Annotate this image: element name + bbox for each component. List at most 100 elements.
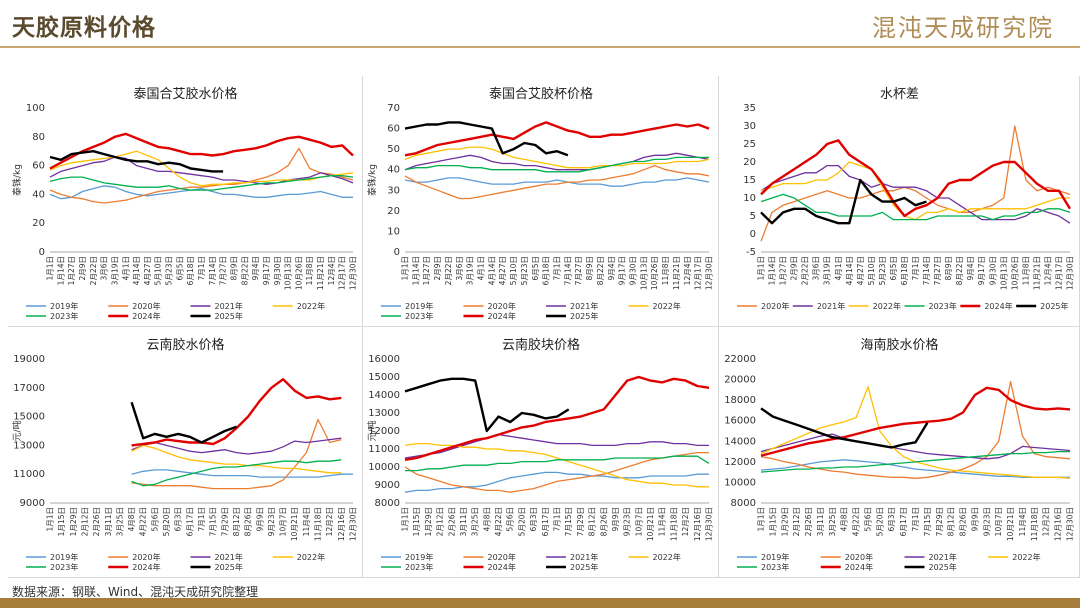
x-tick-label: 8月9日 (944, 256, 953, 281)
y-tick-label: 8000 (375, 498, 400, 509)
x-tick-label: 5月23日 (878, 256, 887, 285)
x-tick-label: 10月21日 (290, 507, 299, 541)
data-source-note: 数据来源：钢联、Wind、混沌天成研究院整理 (12, 585, 259, 599)
x-tick-label: 4月22日 (139, 507, 148, 536)
y-tick-label: 60 (32, 161, 45, 172)
x-tick-label: 6月5日 (175, 256, 184, 281)
legend-label: 2022年 (653, 552, 681, 562)
x-tick-label: 8月26日 (959, 507, 968, 536)
x-tick-label: 5月23日 (520, 256, 529, 285)
series-line (404, 146, 710, 169)
x-tick-label: 7月1日 (911, 507, 920, 532)
x-tick-label: 10月26日 (294, 256, 303, 290)
x-tick-label: 4月14日 (845, 256, 854, 285)
x-tick-label: 8月12日 (232, 507, 241, 536)
x-tick-label: 5月6日 (863, 507, 872, 532)
x-tick-label: 1月1日 (46, 507, 55, 532)
x-tick-label: 7月14日 (208, 256, 217, 285)
x-tick-label: 7月14日 (563, 256, 572, 285)
x-tick-label: 10月13日 (999, 256, 1008, 290)
x-tick-label: 9月4日 (966, 256, 975, 281)
series-line (404, 471, 709, 493)
x-tick-label: 4月14日 (487, 256, 496, 285)
x-tick-label: 8月22日 (596, 256, 605, 285)
x-tick-label: 2月26日 (92, 507, 101, 536)
y-tick-label: 0 (39, 247, 45, 258)
x-tick-label: 2月12日 (436, 507, 445, 536)
x-tick-label: 8月12日 (947, 507, 956, 536)
x-tick-label: 4月8日 (127, 507, 136, 532)
series-line (49, 147, 354, 204)
x-tick-label: 7月15日 (209, 507, 218, 536)
legend-label: 2020年 (488, 552, 516, 562)
series-line (404, 152, 710, 171)
series-line (131, 459, 342, 487)
page-title: 天胶原料价格 (12, 14, 156, 41)
x-tick-label: 6月17日 (899, 507, 908, 536)
x-tick-label: 2月12日 (80, 507, 89, 536)
y-axis-label: 泰铢/kg (11, 164, 23, 196)
x-tick-label: 9月17日 (977, 256, 986, 285)
x-tick-label: 8月9日 (229, 256, 238, 281)
x-tick-label: 10月21日 (1006, 507, 1015, 541)
x-tick-label: 1月29日 (424, 507, 433, 536)
chart-panel-3: 水杯差 -5 0 5 10 15 20 25 30 35 1月1日 1月14日 1月27日 2月9日 2月2… (719, 76, 1080, 327)
x-tick-label: 10月21日 (646, 507, 655, 541)
x-tick-label: 6月3日 (529, 507, 538, 532)
y-tick-label: 17000 (13, 383, 45, 394)
series-line (131, 437, 342, 455)
x-tick-label: 1月1日 (46, 256, 55, 281)
x-tick-label: 12月30日 (349, 507, 358, 541)
x-tick-label: 6月5日 (889, 256, 898, 281)
x-tick-label: 9月9日 (255, 507, 264, 532)
y-tick-label: 0 (394, 247, 400, 258)
x-tick-label: 3月19日 (823, 256, 832, 285)
chart-panel-4: 云南胶水价格 元/吨 9000 11000 13000 15000 17000 19000 1月… (8, 327, 363, 578)
x-tick-label: 10月13日 (639, 256, 648, 290)
series-line (760, 407, 929, 449)
legend-label: 2020年 (845, 552, 873, 562)
x-tick-label: 9月9日 (970, 507, 979, 532)
x-tick-label: 1月1日 (757, 507, 766, 532)
x-tick-label: 9月4日 (607, 256, 616, 281)
x-tick-label: 1月29日 (780, 507, 789, 536)
y-tick-label: 12000 (368, 426, 400, 437)
x-tick-label: 8月22日 (240, 256, 249, 285)
x-tick-label: 12月30日 (705, 256, 714, 290)
y-tick-label: 10000 (368, 462, 400, 473)
x-tick-label: 1月27日 (779, 256, 788, 285)
legend-label: 2020年 (488, 301, 516, 311)
y-tick-label: 20000 (724, 375, 756, 386)
x-tick-label: 7月15日 (923, 507, 932, 536)
x-tick-label: 7月1日 (553, 256, 562, 281)
x-tick-label: 11月8日 (305, 256, 314, 285)
legend-label: 2022年 (297, 301, 325, 311)
x-tick-label: 7月27日 (933, 256, 942, 285)
y-tick-label: 30 (387, 185, 400, 196)
x-tick-label: 4月14日 (132, 256, 141, 285)
y-tick-label: 11000 (13, 469, 45, 480)
x-tick-label: 9月30日 (629, 256, 638, 285)
x-tick-label: 11月18日 (669, 507, 678, 541)
series-line (760, 459, 1070, 478)
legend-label: 2022年 (1012, 552, 1040, 562)
x-tick-label: 8月12日 (588, 507, 597, 536)
x-tick-label: 4月1日 (834, 256, 843, 281)
series-line (49, 150, 224, 173)
x-tick-label: 4月1日 (477, 256, 486, 281)
x-tick-label: 1月14日 (768, 256, 777, 285)
legend-label: 2022年 (873, 301, 901, 311)
x-tick-label: 1月14日 (56, 256, 65, 285)
series-line (404, 377, 570, 433)
chart-title: 云南胶块价格 (502, 337, 580, 353)
x-tick-label: 12月30日 (705, 507, 714, 541)
x-tick-label: 3月6日 (812, 256, 821, 281)
x-tick-label: 12月16日 (337, 507, 346, 541)
y-tick-label: 40 (32, 189, 45, 200)
y-tick-label: 10 (387, 226, 400, 237)
series-line (760, 139, 1072, 218)
x-tick-label: 8月26日 (599, 507, 608, 536)
legend-label: 2020年 (132, 301, 160, 311)
